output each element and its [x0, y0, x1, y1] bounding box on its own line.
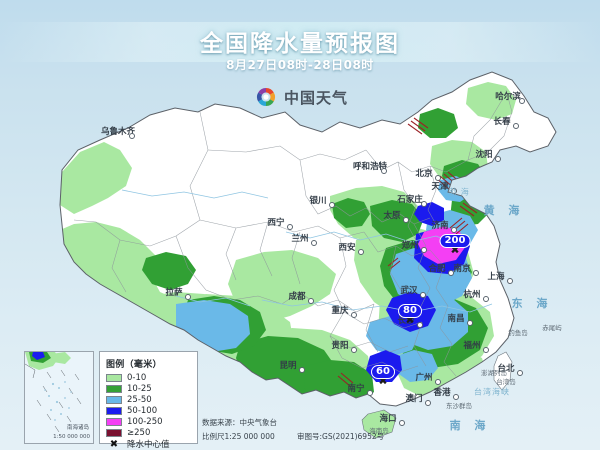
city-marker-dot [451, 188, 457, 194]
rivers [121, 189, 493, 313]
swirl-logo-icon [256, 88, 276, 106]
legend-item-label: 10-25 [127, 384, 152, 394]
city-marker-dot [287, 224, 293, 230]
city-marker-dot [421, 247, 427, 253]
precip-center-value: 80 [398, 304, 422, 318]
city-marker-dot [425, 400, 431, 406]
city-marker-dot [519, 98, 525, 104]
data-source-text: 数据来源：中央气象台 [202, 418, 277, 427]
legend-item-label: 100-250 [127, 417, 163, 427]
approval-number-text: 审图号:GS(2021)6952号 [297, 432, 385, 441]
south-china-sea-inset-map: 南海诸岛 1:50 000 000 [24, 351, 94, 444]
city-marker-dot [467, 320, 473, 326]
island-label: 赤尾屿 [542, 324, 562, 332]
legend-item: 50-100 [106, 406, 191, 416]
city-marker-dot [451, 227, 457, 233]
forecast-period: 8月27日08时-28日08时 [226, 58, 374, 72]
island-label: 台湾岛 [496, 378, 516, 386]
city-marker-dot [448, 270, 454, 276]
inset-region-name: 南海诸岛 [66, 425, 89, 431]
city-marker-dot [473, 270, 479, 276]
city-marker-dot [435, 175, 441, 181]
legend-item: 0-10 [106, 373, 191, 383]
legend-color-swatch [106, 374, 122, 382]
city-marker-dot [421, 201, 427, 207]
precip-center-value: 60 [371, 365, 395, 379]
legend-item: 10-25 [106, 384, 191, 394]
precip-center-value: 200 [439, 234, 471, 248]
city-marker-dot [517, 370, 523, 376]
legend-color-swatch [106, 396, 122, 404]
legend-item-label: ≥250 [127, 428, 151, 438]
city-marker-dot [351, 347, 357, 353]
legend-item-label: 0-10 [127, 373, 147, 383]
city-marker-dot [311, 240, 317, 246]
legend-item: 100-250 [106, 417, 191, 427]
sea-label: 渤 海 [448, 187, 470, 197]
sea-label: 台湾海峡 [474, 387, 510, 397]
city-marker-dot [507, 278, 513, 284]
province-boundaries [73, 89, 513, 377]
legend-color-swatch [106, 385, 122, 393]
brand-logo: 中国天气 [255, 86, 348, 108]
city-marker-dot [483, 296, 489, 302]
legend-color-swatch [106, 418, 122, 426]
city-marker-dot [308, 298, 314, 304]
legend-color-swatch [106, 407, 122, 415]
city-marker-dot [358, 249, 364, 255]
legend-item: ≥250 [106, 428, 191, 438]
city-marker-dot [299, 367, 305, 373]
brand-name: 中国天气 [284, 88, 349, 107]
city-marker-dot [351, 312, 357, 318]
legend-item-label: 50-100 [127, 406, 158, 416]
title-band [0, 22, 600, 62]
city-marker-dot [513, 123, 519, 129]
legend-box: 图例（毫米） 0-10 10-25 25-50 50-100 100-250 ≥250 ✖ 降… [99, 351, 198, 450]
island-label: 澎湖列岛 [481, 369, 507, 377]
legend-center-marker-row: ✖ 降水中心值 [106, 438, 191, 450]
warning-hatch-marks [337, 117, 484, 387]
island-label: 东沙群岛 [446, 402, 472, 410]
precip-center-x-icon: ✖ [450, 243, 460, 257]
city-marker-dot [367, 390, 373, 396]
city-marker-dot [417, 322, 423, 328]
city-marker-dot [381, 168, 387, 174]
sea-label: 东 海 [511, 297, 553, 310]
precip-center-x-icon: ✖ [378, 374, 388, 388]
city-marker-dot [403, 217, 409, 223]
legend-center-marker-label: 降水中心值 [127, 440, 170, 450]
map-scale-text: 比例尺1:25 000 000 [202, 432, 275, 441]
sea-label: 南 海 [449, 419, 491, 432]
page-title: 全国降水量预报图 [200, 31, 400, 57]
city-marker-dot [329, 202, 335, 208]
city-marker-dot [399, 420, 405, 426]
city-marker-dot [495, 156, 501, 162]
island-label: 钓鱼岛 [508, 329, 528, 337]
legend-color-swatch [106, 429, 122, 437]
city-marker-dot [453, 394, 459, 400]
national-border [59, 71, 557, 407]
island-label: 海南岛 [369, 427, 389, 435]
legend-item: 25-50 [106, 395, 191, 405]
sea-label: 黄 海 [483, 204, 525, 217]
city-marker-dot [483, 347, 489, 353]
inset-map-graphic [25, 352, 93, 443]
precip-center-x-icon: ✖ [405, 313, 415, 327]
legend-item-label: 25-50 [127, 395, 152, 405]
city-marker-dot [420, 292, 426, 298]
city-marker-dot [185, 294, 191, 300]
legend-rows: 0-10 10-25 25-50 50-100 100-250 ≥250 ✖ 降水中心值 [106, 373, 191, 450]
islands-shapes [361, 351, 513, 439]
inset-scale-text: 1:50 000 000 [53, 434, 90, 440]
city-marker-dot [435, 379, 441, 385]
precip-center-x-icon: ✖ [109, 438, 119, 450]
city-marker-dot [129, 133, 135, 139]
legend-title: 图例（毫米） [106, 360, 162, 370]
